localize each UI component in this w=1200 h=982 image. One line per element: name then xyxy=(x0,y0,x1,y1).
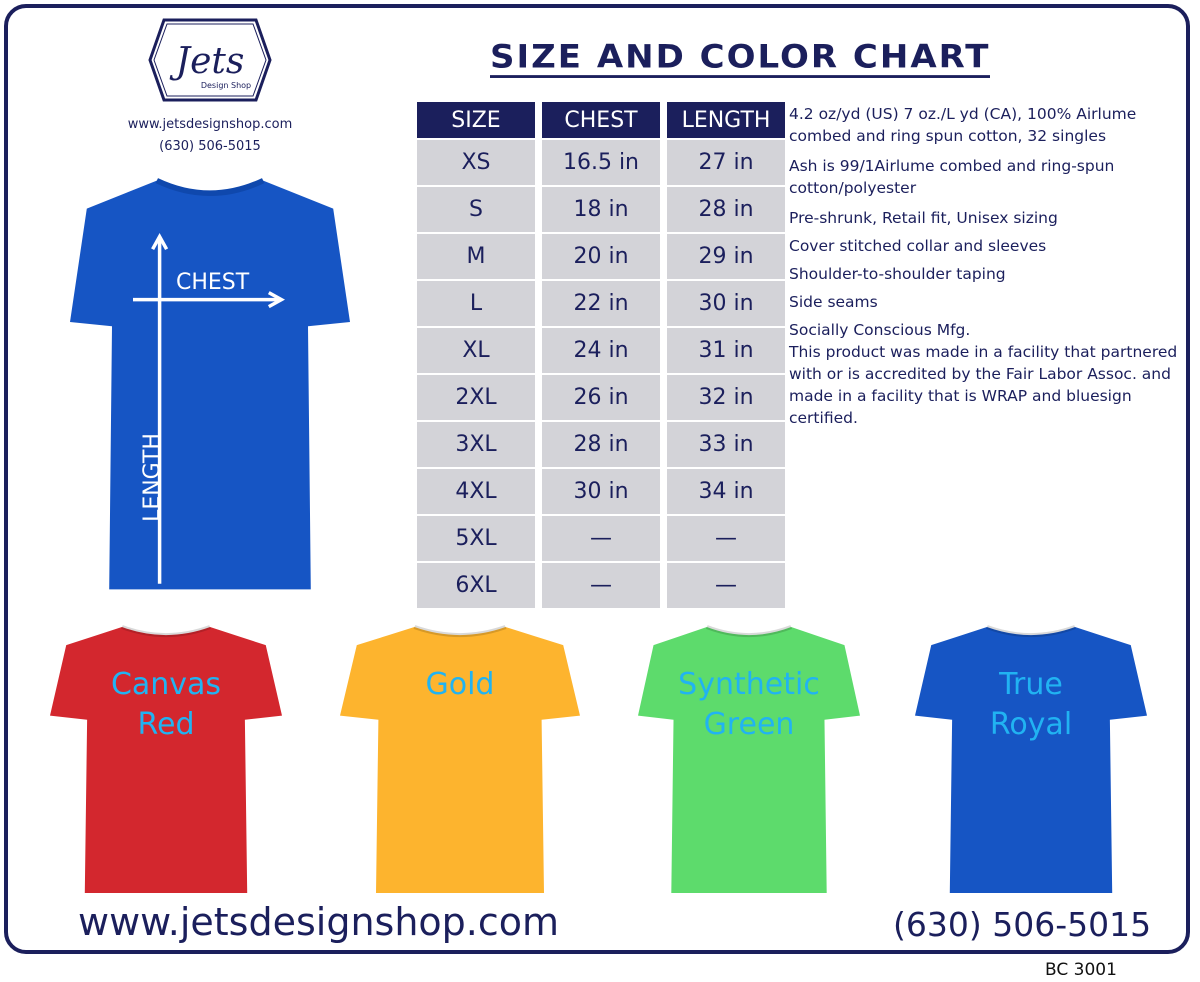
cell-chest: — xyxy=(542,563,660,608)
measurement-shirt xyxy=(70,178,350,590)
cell-chest: 30 in xyxy=(542,469,660,514)
color-name-line2: Red xyxy=(137,707,195,742)
table-row: XL 24 in 31 in xyxy=(417,328,785,373)
product-code: BC 3001 xyxy=(1045,960,1117,980)
cell-chest: 18 in xyxy=(542,187,660,232)
table-row: S 18 in 28 in xyxy=(417,187,785,232)
color-name-line2: Royal xyxy=(989,707,1073,742)
note: Cover stitched collar and sleeves xyxy=(789,237,1047,255)
note: Socially Conscious Mfg. xyxy=(789,321,971,339)
table-row: 3XL 28 in 33 in xyxy=(417,422,785,467)
svg-text:Design Shop: Design Shop xyxy=(201,81,251,90)
table-header-row: SIZE CHEST LENGTH xyxy=(417,102,785,138)
cell-length: 34 in xyxy=(667,469,785,514)
product-notes: 4.2 oz/yd (US) 7 oz./L yd (CA), 100% Air… xyxy=(789,103,1189,429)
footer-phone: (630) 506-5015 xyxy=(893,905,1152,944)
cell-chest: 28 in xyxy=(542,422,660,467)
page-border xyxy=(4,4,1190,954)
page-title: SIZE AND COLOR CHART xyxy=(490,38,991,78)
color-swatch[interactable]: Canvas Red xyxy=(50,623,282,895)
table-row: L 22 in 30 in xyxy=(417,281,785,326)
note: Side seams xyxy=(789,293,878,311)
cell-length: — xyxy=(667,516,785,561)
cell-size: XS xyxy=(417,140,535,185)
cell-size: S xyxy=(417,187,535,232)
cell-size: 6XL xyxy=(417,563,535,608)
color-name-line1: True xyxy=(999,667,1063,702)
tshirt-icon xyxy=(638,625,860,893)
cell-length: 33 in xyxy=(667,422,785,467)
table-row: XS 16.5 in 27 in xyxy=(417,140,785,185)
cell-size: L xyxy=(417,281,535,326)
tshirt-icon xyxy=(340,625,580,893)
cell-length: 27 in xyxy=(667,140,785,185)
color-name-line1: Gold xyxy=(425,667,495,702)
cell-size: XL xyxy=(417,328,535,373)
note: Shoulder-to-shoulder taping xyxy=(789,265,1006,283)
cell-length: 30 in xyxy=(667,281,785,326)
header-size: SIZE xyxy=(417,102,535,138)
footer-url[interactable]: www.jetsdesignshop.com xyxy=(78,900,560,944)
note: Ash is 99/1Airlume combed and ring-spun … xyxy=(789,157,1115,197)
table-row: 6XL — — xyxy=(417,563,785,608)
cell-size: M xyxy=(417,234,535,279)
color-name-line2: Green xyxy=(703,707,795,742)
color-name-line1: Synthetic xyxy=(678,667,820,702)
cell-chest: 20 in xyxy=(542,234,660,279)
length-label: LENGTH xyxy=(139,433,165,522)
header-url[interactable]: www.jetsdesignshop.com xyxy=(127,117,293,132)
cell-size: 2XL xyxy=(417,375,535,420)
cell-size: 5XL xyxy=(417,516,535,561)
chest-label: CHEST xyxy=(176,270,250,295)
table-row: 5XL — — xyxy=(417,516,785,561)
color-swatch[interactable]: Synthetic Green xyxy=(638,623,860,895)
size-table: SIZE CHEST LENGTH XS 16.5 in 27 in S 18 in 28… xyxy=(410,100,792,610)
color-name-line1: Canvas xyxy=(110,667,222,702)
svg-text:Jets: Jets xyxy=(169,41,245,82)
cell-length: 29 in xyxy=(667,234,785,279)
color-swatch[interactable]: True Royal xyxy=(915,623,1147,895)
header-phone: (630) 506-5015 xyxy=(159,139,261,154)
table-row: 4XL 30 in 34 in xyxy=(417,469,785,514)
cell-chest: 16.5 in xyxy=(542,140,660,185)
note: 4.2 oz/yd (US) 7 oz./L yd (CA), 100% Air… xyxy=(789,105,1137,145)
note: This product was made in a facility that… xyxy=(789,343,1178,427)
cell-chest: — xyxy=(542,516,660,561)
tshirt-icon xyxy=(50,625,282,893)
table-row: 2XL 26 in 32 in xyxy=(417,375,785,420)
tshirt-icon xyxy=(915,625,1147,893)
cell-chest: 26 in xyxy=(542,375,660,420)
cell-length: 28 in xyxy=(667,187,785,232)
cell-size: 3XL xyxy=(417,422,535,467)
header-chest: CHEST xyxy=(542,102,660,138)
cell-size: 4XL xyxy=(417,469,535,514)
jets-logo: Jets Design Shop xyxy=(148,18,272,102)
cell-length: 32 in xyxy=(667,375,785,420)
color-swatch[interactable]: Gold xyxy=(340,623,580,895)
cell-chest: 24 in xyxy=(542,328,660,373)
cell-length: — xyxy=(667,563,785,608)
cell-length: 31 in xyxy=(667,328,785,373)
cell-chest: 22 in xyxy=(542,281,660,326)
table-row: M 20 in 29 in xyxy=(417,234,785,279)
note: Pre-shrunk, Retail fit, Unisex sizing xyxy=(789,209,1058,227)
header-length: LENGTH xyxy=(667,102,785,138)
